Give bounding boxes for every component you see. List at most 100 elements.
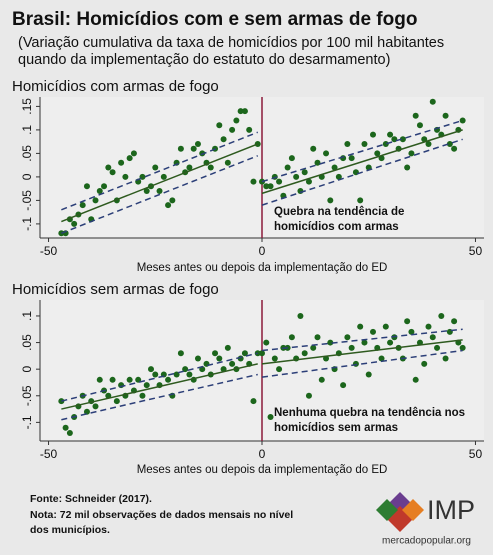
point <box>118 159 125 166</box>
point <box>404 318 411 325</box>
point <box>79 202 86 209</box>
point <box>361 339 368 346</box>
point <box>130 150 137 157</box>
point <box>263 183 270 190</box>
point <box>212 350 219 357</box>
point <box>335 173 342 180</box>
point <box>344 141 351 147</box>
point <box>412 112 419 119</box>
point <box>148 366 154 373</box>
point <box>105 164 112 171</box>
point <box>301 350 308 357</box>
x-tick-label: 50 <box>469 244 483 258</box>
point <box>237 108 244 115</box>
point <box>429 98 436 105</box>
point <box>229 360 236 367</box>
point <box>284 164 291 171</box>
annotation: homicídios sem armas <box>274 422 398 434</box>
point <box>425 141 432 147</box>
title: Brasil: Homicídios com e sem armas de fo… <box>12 9 417 30</box>
point <box>62 424 69 431</box>
point <box>92 403 99 410</box>
point <box>216 122 223 129</box>
point <box>323 150 330 157</box>
point <box>143 382 150 389</box>
source: Fonte: Schneider (2017). <box>30 493 152 505</box>
y-tick-label: -.05 <box>20 385 34 406</box>
point <box>340 382 347 389</box>
point <box>276 366 283 373</box>
point <box>66 430 73 437</box>
point <box>459 344 466 351</box>
point <box>382 323 389 330</box>
confidence-band <box>261 328 463 352</box>
subtitle: quando da implementação do estatuto do d… <box>18 52 390 68</box>
point <box>267 183 274 190</box>
point <box>378 355 385 362</box>
point <box>194 355 201 362</box>
confidence-band <box>61 373 258 421</box>
point <box>310 344 317 351</box>
y-tick-label: .1 <box>20 311 34 321</box>
point <box>224 344 231 351</box>
point <box>216 355 223 362</box>
point <box>357 323 364 330</box>
annotation: Quebra na tendência de <box>274 206 404 218</box>
x-tick-label: 0 <box>259 447 266 461</box>
point <box>361 141 368 147</box>
point <box>318 376 325 383</box>
point <box>276 178 283 185</box>
note: Nota: 72 mil observações de dados mensai… <box>30 509 293 521</box>
point <box>288 155 295 162</box>
note: dos municípios. <box>30 524 110 536</box>
point <box>297 312 304 319</box>
point <box>348 155 355 162</box>
point <box>391 136 398 143</box>
point <box>109 169 116 176</box>
confidence-band <box>61 131 259 211</box>
y-tick-label: .1 <box>20 125 34 135</box>
point <box>451 145 458 152</box>
point <box>370 328 376 335</box>
point <box>96 188 103 194</box>
logo-url: mercadopopular.org <box>382 536 471 547</box>
annotation: homicídios com armas <box>274 221 399 233</box>
point <box>182 366 189 373</box>
x-tick-label: 50 <box>469 447 483 461</box>
subtitle: (Variação cumulativa da taxa de homicídi… <box>18 35 444 51</box>
point <box>267 414 274 421</box>
point <box>442 112 449 119</box>
point <box>101 183 108 190</box>
point <box>293 173 300 180</box>
point <box>382 141 389 147</box>
point <box>412 376 419 383</box>
y-tick-label: .05 <box>20 334 34 351</box>
point <box>143 188 150 194</box>
point <box>374 150 381 157</box>
point <box>399 136 406 143</box>
point <box>404 164 411 171</box>
confidence-band <box>261 349 463 378</box>
point <box>451 318 458 325</box>
point <box>425 323 432 330</box>
point <box>220 136 227 143</box>
point <box>301 169 308 176</box>
point <box>387 131 394 138</box>
point <box>190 145 197 152</box>
point <box>408 150 415 157</box>
point <box>446 141 453 147</box>
point <box>177 350 184 357</box>
fit-line <box>261 129 463 195</box>
panel-title: Homicídios com armas de fogo <box>12 78 219 95</box>
point <box>83 183 90 190</box>
point <box>233 117 240 124</box>
point <box>126 155 133 162</box>
point <box>96 376 103 383</box>
x-axis-label: Meses antes ou depois da implementação d… <box>137 262 388 274</box>
point <box>314 334 321 341</box>
point <box>156 188 163 194</box>
confidence-band <box>61 155 259 234</box>
point <box>271 355 278 362</box>
fit-line <box>61 143 259 223</box>
